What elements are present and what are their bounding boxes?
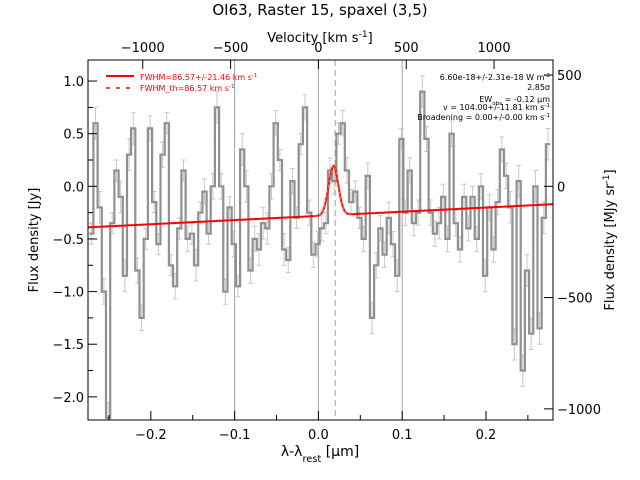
y-tick-label: −0.5	[52, 233, 84, 248]
y-tick-label: 0.0	[63, 180, 84, 195]
legend-label-fwhm: FWHM=86.57+/-21.46 km s-1	[140, 73, 258, 82]
x-tick-label: −0.2	[135, 428, 167, 443]
legend-label-fwhm-th: FWHM_th=86.57 km s-1	[140, 84, 235, 93]
y-axis-label: Flux density [Jy]	[27, 188, 42, 293]
y-tick-label: −1.0	[52, 286, 84, 301]
annotation-velocity: v = 104.00+/-11.81 km s-1	[443, 103, 550, 112]
y-tick-label: 0.5	[63, 128, 84, 143]
spectrum-line	[89, 90, 551, 419]
x-tick-label: −0.1	[219, 428, 251, 443]
fit-line-thermal	[314, 165, 353, 217]
top-tick-label: −500	[213, 41, 249, 56]
right-tick-label: −500	[557, 292, 593, 307]
right-tick-label: 500	[557, 69, 582, 84]
y-tick-label: −2.0	[52, 391, 84, 406]
x-tick-label: 0.1	[392, 428, 413, 443]
right-tick-label: −1000	[557, 403, 601, 418]
x-tick-label: 0.0	[308, 428, 329, 443]
top-tick-label: −1000	[121, 41, 165, 56]
top-tick-label: 500	[394, 41, 419, 56]
top-tick-label: 0	[314, 41, 322, 56]
chart-title: OI63, Raster 15, spaxel (3,5)	[212, 1, 427, 19]
annotation-ew: EWobs = -0.12 μm	[479, 95, 550, 107]
annotation-flux: 6.60e-18+/-2.31e-18 W m-2	[440, 73, 550, 82]
right-axis-label: Flux density [MJy sr-1]	[602, 169, 618, 310]
plot-area	[88, 75, 553, 420]
top-tick-label: 1000	[478, 41, 511, 56]
y-tick-label: 1.0	[63, 75, 84, 90]
annotation-broadening: Broadening = 0.00+/-0.00 km s-1	[417, 113, 550, 122]
annotation-sigma: 2.85σ	[527, 83, 550, 92]
x-tick-label: 0.2	[476, 428, 497, 443]
top-axis-label: Velocity [km s-1]	[267, 30, 372, 46]
x-axis-label: λ-λrest [μm]	[281, 444, 359, 465]
plot-frame	[87, 59, 554, 421]
y-tick-label: −1.5	[52, 338, 84, 353]
right-tick-label: 0	[557, 180, 565, 195]
